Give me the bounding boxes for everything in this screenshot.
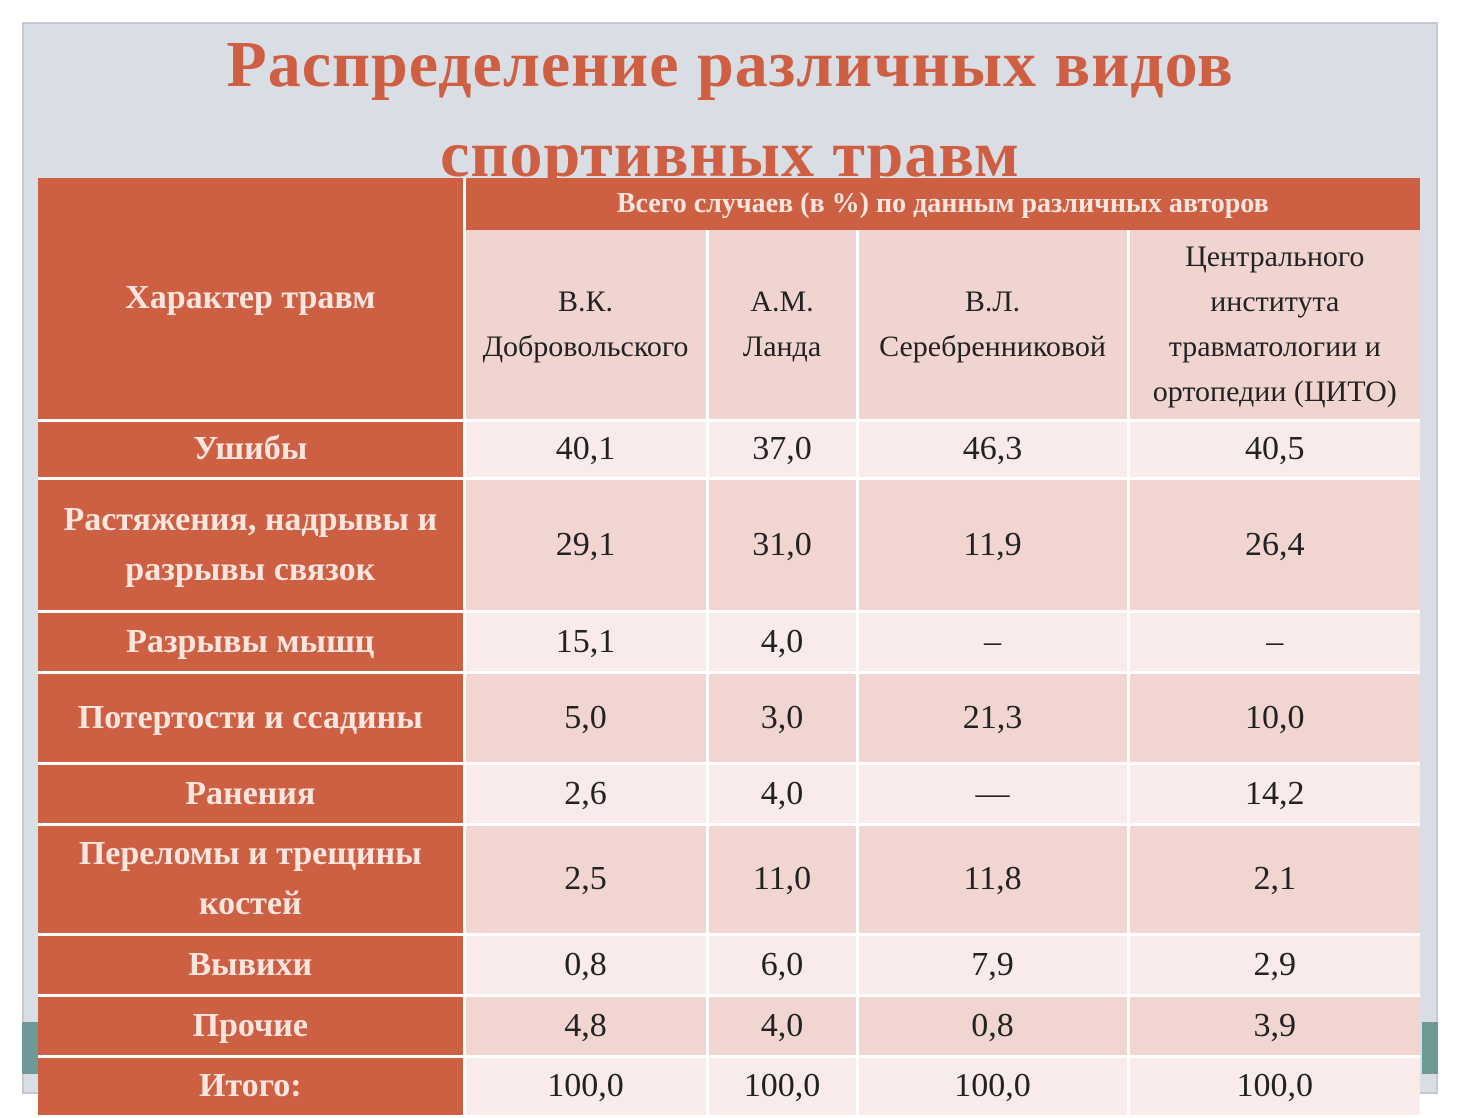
table-row: Ушибы 40,1 37,0 46,3 40,5: [38, 420, 1421, 480]
percentage-cell: 2,9: [1126, 934, 1421, 997]
injury-type-label: Итого:: [38, 1056, 464, 1118]
injury-type-label: Вывихи: [38, 934, 464, 997]
table-row: Итого: 100,0 100,0 100,0 100,0: [38, 1056, 1421, 1118]
injury-type-label-line: Прочие: [192, 1006, 308, 1044]
injury-type-label-line: Ушибы: [193, 430, 308, 467]
author-header-line: ортопедии (ЦИТО): [1152, 375, 1397, 409]
percentage-cell: 3,0: [705, 672, 857, 765]
injury-type-label-line: Ранения: [185, 774, 316, 812]
injury-type-label: Потертости и ссадины: [38, 672, 464, 765]
author-column-header: В.Л. Серебренниковой: [855, 230, 1128, 422]
author-column-header: А.М. Ланда: [705, 230, 857, 422]
percentage-cell: 31,0: [705, 478, 857, 613]
table-row: Разрывы мышц 15,1 4,0– –: [38, 611, 1421, 674]
percentage-cell: 100,0: [705, 1056, 857, 1118]
percentage-cell: 26,4: [1126, 478, 1421, 613]
percentage-cell: 3,9: [1126, 995, 1421, 1058]
injury-type-label-line: разрывы связок: [125, 550, 376, 588]
authors-group-header: Всего случаев (в %) по данным различных …: [462, 178, 1421, 230]
percentage-cell: 0,8: [855, 995, 1128, 1058]
percentage-cell: 2,5: [462, 824, 707, 936]
percentage-cell: 2,6: [462, 763, 707, 826]
author-header-line: Ланда: [742, 330, 822, 364]
author-header-line: Центрального: [1185, 240, 1365, 274]
percentage-cell: 2,1: [1126, 824, 1421, 936]
slide-side-accent-right: [1422, 1022, 1438, 1074]
percentage-cell: 4,0: [705, 763, 857, 826]
table-row: Прочие 4,8 4,0 0,8 3,9: [38, 995, 1421, 1058]
injury-type-label-line: Итого:: [198, 1067, 302, 1104]
percentage-cell: 15,1: [462, 611, 707, 674]
author-header-line: Серебренниковой: [879, 330, 1106, 364]
injury-type-label-line: Переломы и трещины: [78, 835, 422, 872]
table-row: Потертости и ссадины 5,0 3,0 21,3 10,0: [38, 672, 1421, 765]
slide-title: Распределение различных видов спортивных…: [22, 20, 1438, 200]
slide-side-accent-left: [22, 1022, 38, 1074]
percentage-cell: 100,0: [1126, 1056, 1421, 1118]
percentage-cell: –: [1126, 611, 1421, 674]
percentage-cell: 11,9: [855, 478, 1128, 613]
percentage-cell: 29,1: [462, 478, 707, 613]
injury-type-label: Ранения: [38, 763, 464, 826]
title-line-1: Распределение различных видов: [226, 28, 1234, 101]
injury-type-label-line: Разрывы мышц: [126, 622, 375, 660]
author-header-line: В.Л.: [964, 285, 1021, 319]
author-header-line: В.К.: [557, 285, 614, 319]
percentage-cell: 7,9: [855, 934, 1128, 997]
injury-type-label-line: Растяжения, надрывы и: [63, 500, 438, 538]
table-row: Растяжения, надрывы и разрывы связок 29,1 3…: [38, 478, 1421, 613]
percentage-cell: 100,0: [855, 1056, 1128, 1118]
injury-type-label: Прочие: [38, 995, 464, 1058]
injury-type-label-line: Потертости и ссадины: [77, 698, 423, 736]
percentage-cell: 11,0: [705, 824, 857, 936]
injury-type-label-line: костей: [198, 885, 302, 922]
percentage-cell: 40,1: [462, 420, 707, 480]
percentage-cell: 4,8: [462, 995, 707, 1058]
table-row: Ранения 2,6 4,0—14,2: [38, 763, 1421, 826]
percentage-cell: 21,3: [855, 672, 1128, 765]
percentage-cell: 4,0: [705, 995, 857, 1058]
author-header-line: института: [1210, 285, 1340, 319]
injury-type-label: Ушибы: [38, 420, 464, 480]
table-row: Переломы и трещины костей 2,5 11,0 11,8 2,1: [38, 824, 1421, 936]
percentage-cell: 40,5: [1126, 420, 1421, 480]
author-column-header: В.К. Добровольского: [462, 230, 707, 422]
injury-distribution-table: Характер травм Всего случаев (в %) по да…: [38, 178, 1421, 1118]
percentage-cell: 46,3: [855, 420, 1128, 480]
injury-type-label: Переломы и трещины костей: [38, 824, 464, 936]
percentage-cell: –: [855, 611, 1128, 674]
percentage-cell: 10,0: [1126, 672, 1421, 765]
table-row: Вывихи 0,8 6,0 7,9 2,9: [38, 934, 1421, 997]
percentage-cell: 6,0: [705, 934, 857, 997]
injury-type-label: Разрывы мышц: [38, 611, 464, 674]
percentage-cell: —: [855, 763, 1128, 826]
percentage-cell: 100,0: [462, 1056, 707, 1118]
percentage-cell: 37,0: [705, 420, 857, 480]
author-header-line: А.М.: [750, 285, 814, 319]
percentage-cell: 14,2: [1126, 763, 1421, 826]
percentage-cell: 4,0: [705, 611, 857, 674]
percentage-cell: 5,0: [462, 672, 707, 765]
author-column-header: Центрального института травматологии и орто…: [1126, 230, 1421, 422]
percentage-cell: 11,8: [855, 824, 1128, 936]
author-header-line: травматологии и: [1168, 330, 1381, 364]
injury-type-label: Растяжения, надрывы и разрывы связок: [38, 478, 464, 613]
percentage-cell: 0,8: [462, 934, 707, 997]
injury-type-column-header: Характер травм: [38, 178, 464, 422]
author-header-line: Добровольского: [482, 330, 689, 364]
injury-type-label-line: Вывихи: [188, 945, 313, 983]
